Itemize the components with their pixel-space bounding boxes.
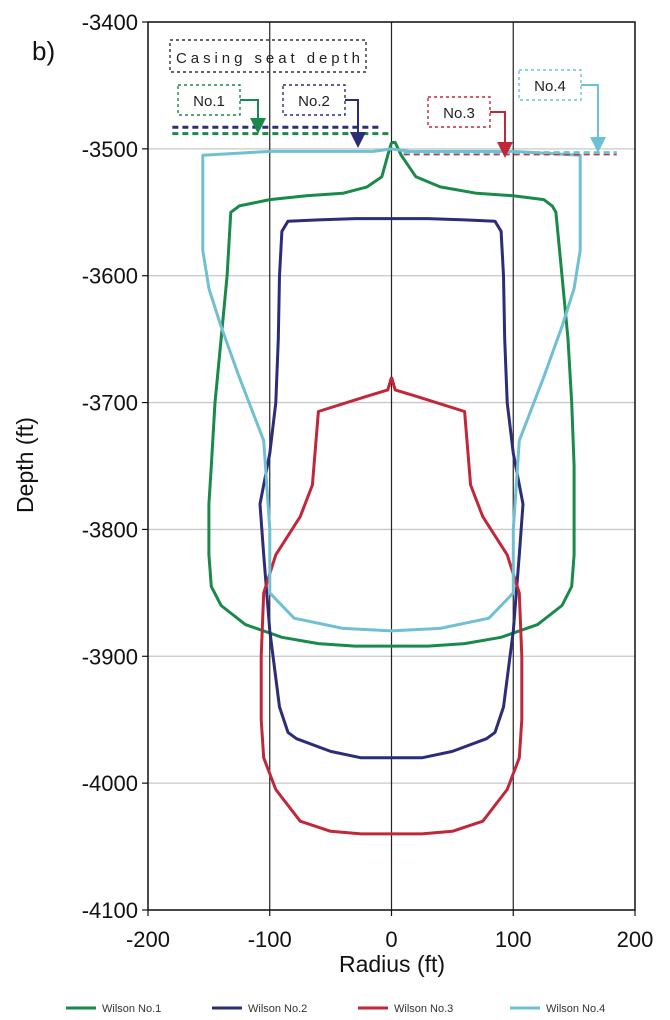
y-tick-label: -3900 [82,644,138,669]
tag-box-4 [518,69,582,101]
legend-label-4: Wilson No.4 [546,1003,605,1015]
series-line-3 [259,376,524,836]
y-axis-title: Depth (ft) [12,417,38,513]
tag-box-3 [427,96,491,128]
y-tick-label: -4100 [82,898,138,923]
grid [148,21,635,911]
y-tick-label: -3400 [82,10,138,35]
tag-arrow-3 [490,111,513,158]
tag-label-3: No.3 [443,105,475,122]
x-tick-label: 0 [385,927,397,952]
series-line-2 [258,217,525,760]
x-tick-label: 100 [495,927,532,952]
tag-arrow-1 [240,99,266,134]
panel-label: b) [32,36,55,66]
legend: Wilson No.1 Wilson No.2 Wilson No.3 Wilson … [66,1003,605,1015]
tag-box-1 [177,84,241,116]
y-tick-label: -3500 [82,137,138,162]
legend-label-3: Wilson No.3 [394,1003,453,1015]
x-tick-label: -200 [126,927,170,952]
y-tick-label: -3800 [82,517,138,542]
axis-ticks: -3400 -3500 -3600 -3700 -3800 -3900 -4000 -4100… [82,10,654,952]
legend-label-1: Wilson No.1 [102,1003,161,1015]
y-tick-label: -3600 [82,264,138,289]
casing-seat-label: Casing seat depth [176,50,360,67]
x-tick-label: 200 [617,927,654,952]
y-tick-label: -3700 [82,391,138,416]
series-line-4 [201,147,582,633]
tag-box-2 [282,84,346,116]
casing-seat-label-box [169,39,367,73]
tag-label-1: No.1 [193,93,225,110]
x-tick-label: -100 [248,927,292,952]
annotations: Casing seat depth No.1 No.2 No.3 No.4 [169,39,606,158]
legend-label-2: Wilson No.2 [248,1003,307,1015]
tag-arrow-2 [345,99,366,148]
series-line-1 [207,141,576,648]
y-tick-label: -4000 [82,771,138,796]
tag-arrow-4 [581,84,606,153]
tag-label-2: No.2 [298,93,330,110]
series-lines [201,141,582,836]
tag-label-4: No.4 [534,78,566,95]
x-axis-title: Radius (ft) [339,951,445,977]
